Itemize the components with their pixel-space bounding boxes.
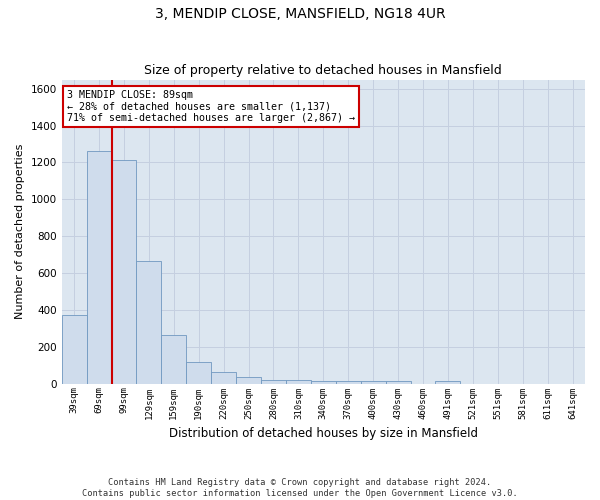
Bar xyxy=(236,376,261,384)
Bar xyxy=(361,381,386,384)
Bar xyxy=(112,160,136,384)
Bar xyxy=(261,380,286,384)
Bar xyxy=(211,372,236,384)
Y-axis label: Number of detached properties: Number of detached properties xyxy=(15,144,25,320)
Bar xyxy=(286,380,311,384)
Text: Contains HM Land Registry data © Crown copyright and database right 2024.
Contai: Contains HM Land Registry data © Crown c… xyxy=(82,478,518,498)
Bar xyxy=(336,381,361,384)
Bar xyxy=(311,381,336,384)
Bar xyxy=(386,381,410,384)
Title: Size of property relative to detached houses in Mansfield: Size of property relative to detached ho… xyxy=(145,64,502,77)
Text: 3 MENDIP CLOSE: 89sqm
← 28% of detached houses are smaller (1,137)
71% of semi-d: 3 MENDIP CLOSE: 89sqm ← 28% of detached … xyxy=(67,90,355,124)
Bar xyxy=(136,261,161,384)
Bar xyxy=(161,335,186,384)
Bar xyxy=(86,150,112,384)
Text: 3, MENDIP CLOSE, MANSFIELD, NG18 4UR: 3, MENDIP CLOSE, MANSFIELD, NG18 4UR xyxy=(155,8,445,22)
Bar xyxy=(436,381,460,384)
Bar xyxy=(186,362,211,384)
X-axis label: Distribution of detached houses by size in Mansfield: Distribution of detached houses by size … xyxy=(169,427,478,440)
Bar xyxy=(62,316,86,384)
